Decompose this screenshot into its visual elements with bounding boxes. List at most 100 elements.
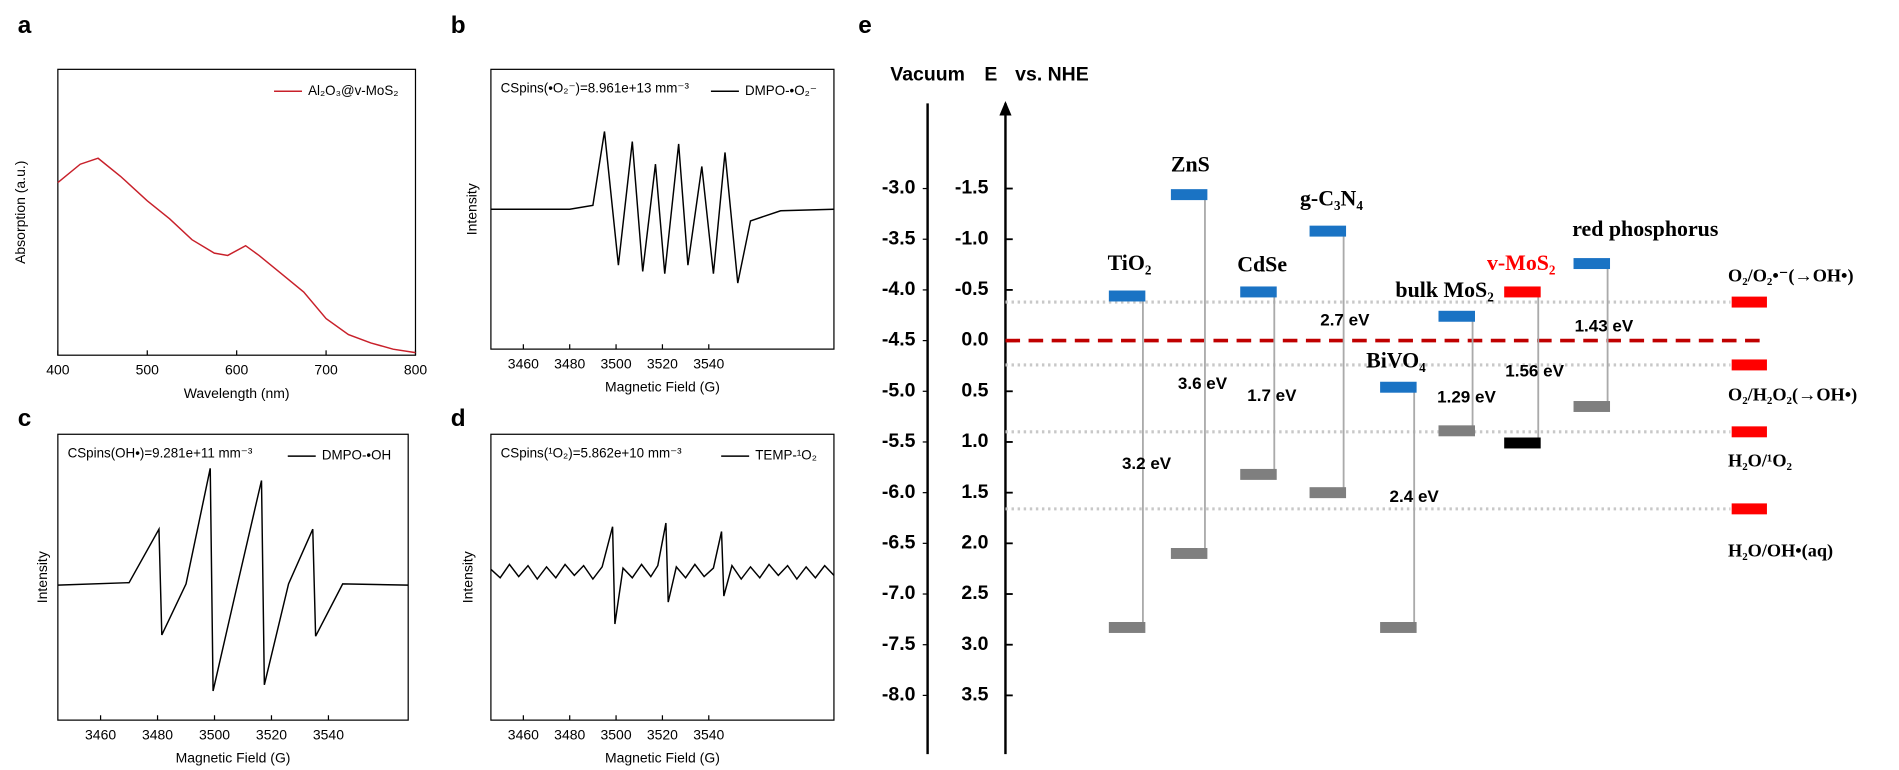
- panel-letter: c: [18, 405, 32, 432]
- y-tick-label: 3.5: [961, 684, 988, 706]
- conduction-band: [1170, 189, 1208, 201]
- conduction-band: [1504, 286, 1541, 298]
- plot-frame: [57, 68, 417, 356]
- band-gap-label: 1.56 eV: [1505, 362, 1564, 381]
- plot-frame: [57, 433, 409, 721]
- x-tick-label: 3520: [647, 727, 678, 743]
- band-gap-label: 1.43 eV: [1575, 317, 1634, 336]
- y2-tick-label: -3.0: [882, 177, 916, 199]
- redox-label: O₂/H₂O₂(→OH•): [1728, 385, 1857, 406]
- material-label: CdSe: [1237, 251, 1287, 276]
- x-tick-label: 500: [136, 362, 160, 378]
- x-tick-label: 3460: [508, 727, 539, 743]
- y2-tick-label: -8.0: [882, 684, 916, 706]
- x-axis-label: Magnetic Field (G): [605, 379, 720, 395]
- redox-label: O₂/O₂•⁻(→OH•): [1728, 266, 1854, 287]
- x-tick-label: 3500: [601, 356, 632, 372]
- y2-tick-label: -6.5: [882, 531, 916, 553]
- series-line: [490, 131, 834, 284]
- band-gap-label: 3.2 eV: [1122, 454, 1172, 473]
- valence-band: [1309, 487, 1347, 499]
- material-label: ZnS: [1171, 152, 1210, 177]
- material-label: g-C₃N₄: [1300, 186, 1363, 211]
- x-axis-label: Wavelength (nm): [184, 385, 290, 401]
- axis-unit: vs. NHE: [1015, 64, 1089, 86]
- x-axis-label: Magnetic Field (G): [176, 750, 291, 766]
- y-axis-label: Absorption (a.u.): [12, 161, 28, 264]
- y-tick-label: 0.0: [961, 329, 988, 351]
- conduction-band: [1380, 381, 1417, 393]
- annotation: CSpins(¹O₂)=5.862e+10 mm⁻³: [501, 445, 683, 460]
- redox-label: H₂O/¹O₂: [1728, 450, 1792, 470]
- x-tick-label: 400: [46, 362, 70, 378]
- x-tick-label: 3520: [256, 727, 287, 743]
- y-tick-label: 1.5: [961, 481, 988, 503]
- y2-tick-label: -7.0: [882, 582, 916, 604]
- x-axis-label: Magnetic Field (G): [605, 750, 720, 766]
- material-label: bulk MoS₂: [1395, 277, 1493, 302]
- panel-letter: b: [451, 12, 466, 39]
- valence-band: [1170, 548, 1208, 559]
- y-tick-label: 2.0: [961, 531, 988, 553]
- y-tick-label: 0.5: [961, 379, 988, 401]
- annotation: CSpins(•O₂⁻)=8.961e+13 mm⁻³: [501, 80, 690, 95]
- redox-level-bar: [1731, 503, 1767, 515]
- y-tick-label: 1.0: [961, 430, 988, 452]
- valence-band: [1240, 468, 1277, 480]
- x-tick-label: 600: [225, 362, 249, 378]
- material-label: TiO₂: [1108, 250, 1152, 275]
- vacuum-axis-title: Vacuum: [890, 64, 965, 86]
- redox-level-bar: [1731, 296, 1767, 308]
- band-gap-label: 1.7 eV: [1247, 386, 1297, 405]
- x-tick-label: 3460: [85, 727, 116, 743]
- x-tick-label: 3520: [647, 356, 678, 372]
- y-axis-label: Intensity: [34, 551, 50, 603]
- conduction-band: [1108, 290, 1146, 302]
- valence-band: [1380, 622, 1417, 633]
- plot-frame: [490, 433, 835, 721]
- y2-tick-label: -7.5: [882, 633, 916, 655]
- conduction-band: [1309, 225, 1347, 237]
- x-tick-label: 3480: [554, 356, 585, 372]
- x-tick-label: 3540: [693, 356, 724, 372]
- series-line: [490, 522, 835, 625]
- y2-tick-label: -6.0: [882, 481, 916, 503]
- band-gap-label: 2.4 eV: [1390, 487, 1440, 506]
- y-tick-label: 3.0: [961, 633, 988, 655]
- x-tick-label: 700: [314, 362, 338, 378]
- x-tick-label: 3540: [693, 727, 724, 743]
- y2-tick-label: -5.0: [882, 379, 916, 401]
- series-line: [57, 157, 416, 354]
- y2-tick-label: -3.5: [882, 227, 916, 249]
- y-tick-label: 2.5: [961, 582, 988, 604]
- redox-label: H₂O/OH•(aq): [1728, 540, 1833, 561]
- valence-band: [1504, 437, 1541, 449]
- x-tick-label: 3480: [142, 727, 173, 743]
- band-gap-label: 2.7 eV: [1320, 311, 1370, 330]
- y-tick-label: -1.0: [955, 227, 989, 249]
- valence-band: [1438, 425, 1475, 437]
- panel-letter: d: [451, 405, 466, 432]
- band-gap-label: 3.6 eV: [1178, 374, 1228, 393]
- legend-label: TEMP-¹O₂: [755, 448, 817, 463]
- y2-tick-label: -5.5: [882, 430, 916, 452]
- annotation: CSpins(OH•)=9.281e+11 mm⁻³: [68, 445, 253, 460]
- material-label: v-MoS₂: [1487, 250, 1556, 275]
- y-axis-label: Intensity: [463, 183, 479, 235]
- band-gap-label: 1.29 eV: [1437, 387, 1496, 406]
- redox-level-bar: [1731, 426, 1767, 438]
- panel-letter: a: [18, 12, 32, 39]
- legend-label: DMPO-•O₂⁻: [745, 83, 817, 98]
- axis-title: E: [984, 64, 997, 86]
- conduction-band: [1573, 258, 1611, 270]
- valence-band: [1573, 401, 1611, 412]
- valence-band: [1108, 622, 1146, 633]
- conduction-band: [1438, 310, 1475, 322]
- y2-tick-label: -4.0: [882, 278, 916, 300]
- conduction-band: [1240, 286, 1277, 298]
- x-tick-label: 3540: [313, 727, 344, 743]
- legend-label: Al₂O₃@v-MoS₂: [308, 83, 398, 98]
- material-label: BiVO₄: [1366, 348, 1426, 373]
